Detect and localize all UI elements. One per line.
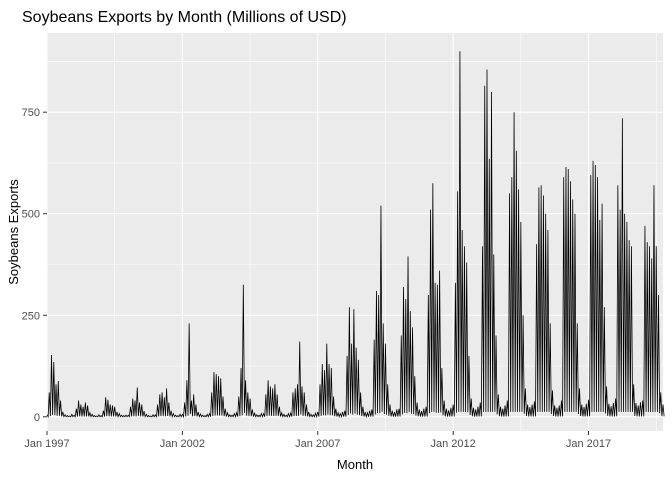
series-group: [46, 51, 665, 419]
x-axis-title: Month: [337, 457, 373, 472]
x-tick-label: Jan 2002: [160, 438, 205, 450]
y-axis-title: Soybeans Exports: [6, 179, 21, 285]
x-axis: Jan 1997 Jan 2002 Jan 2007 Jan 2012 Jan 2017: [24, 431, 611, 450]
x-tick-label: Jan 2007: [295, 438, 340, 450]
series-line: [46, 51, 665, 419]
major-gridlines: [46, 33, 663, 431]
chart-title: Soybeans Exports by Month (Millions of U…: [22, 9, 347, 26]
y-tick-label: 750: [22, 107, 40, 119]
plot-panel: [47, 33, 663, 431]
x-tick-label: Jan 2017: [566, 438, 611, 450]
y-axis: 0 250 500 750: [22, 107, 47, 424]
x-tick-label: Jan 2012: [431, 438, 476, 450]
x-tick-label: Jan 1997: [24, 438, 69, 450]
y-tick-label: 250: [22, 310, 40, 322]
y-tick-label: 0: [34, 412, 40, 424]
y-tick-label: 500: [22, 209, 40, 221]
